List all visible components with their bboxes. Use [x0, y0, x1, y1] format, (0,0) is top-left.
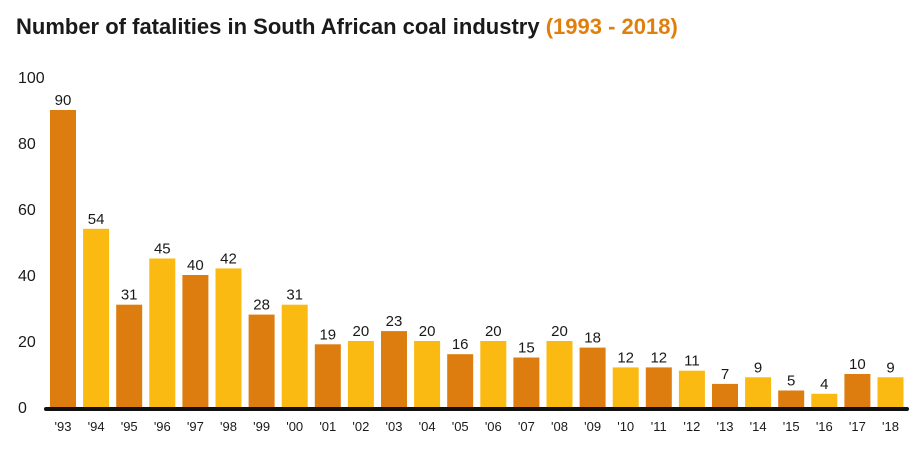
data-label: 5 — [787, 373, 795, 390]
bar — [678, 370, 705, 407]
bar — [513, 357, 540, 407]
x-tick-label: '06 — [485, 419, 502, 434]
x-tick-label: '01 — [319, 419, 336, 434]
x-tick-label: '02 — [352, 419, 369, 434]
bar — [248, 314, 275, 407]
x-tick-label: '94 — [88, 419, 105, 434]
data-label: 40 — [187, 257, 204, 274]
data-label: 15 — [518, 340, 535, 357]
bar — [281, 304, 308, 407]
bar — [712, 383, 738, 407]
bar — [149, 258, 176, 407]
x-tick-label: '08 — [551, 419, 568, 434]
data-label: 4 — [820, 376, 828, 393]
bar — [844, 374, 871, 407]
x-tick-label: '07 — [518, 419, 535, 434]
x-tick-label: '09 — [584, 419, 601, 434]
data-label: 20 — [485, 323, 502, 340]
data-label: 20 — [551, 323, 568, 340]
y-tick-label: 60 — [18, 202, 36, 219]
bar — [447, 354, 474, 407]
chart-title-main: Number of fatalities in South African co… — [16, 14, 540, 39]
bar — [877, 377, 904, 407]
x-tick-label: '98 — [220, 419, 237, 434]
data-label: 9 — [754, 359, 762, 376]
chart-title-range: (1993 - 2018) — [545, 14, 678, 39]
data-label: 12 — [650, 349, 667, 366]
y-tick-label: 100 — [18, 70, 45, 87]
y-tick-label: 0 — [18, 400, 27, 417]
y-tick-label: 40 — [18, 268, 36, 285]
bar — [579, 347, 606, 407]
x-tick-label: '96 — [154, 419, 171, 434]
bar — [745, 377, 772, 407]
bar — [83, 228, 110, 407]
x-tick-label: '00 — [286, 419, 303, 434]
data-label: 20 — [419, 323, 436, 340]
bar — [778, 390, 805, 407]
data-label: 28 — [253, 297, 270, 314]
data-label: 9 — [886, 359, 894, 376]
x-tick-label: '93 — [55, 419, 72, 434]
chart-title: Number of fatalities in South African co… — [16, 14, 678, 40]
x-tick-label: '15 — [783, 419, 800, 434]
x-tick-label: '04 — [419, 419, 436, 434]
data-label: 45 — [154, 241, 171, 258]
x-tick-label: '17 — [849, 419, 866, 434]
data-label: 11 — [684, 353, 700, 370]
x-tick-label: '16 — [816, 419, 833, 434]
bar — [612, 367, 639, 407]
bar — [546, 341, 573, 407]
data-label: 20 — [353, 323, 370, 340]
bar — [215, 268, 242, 407]
bar — [182, 275, 209, 407]
bar — [811, 393, 838, 407]
bar — [116, 304, 143, 407]
bar — [414, 341, 441, 407]
x-tick-label: '99 — [253, 419, 270, 434]
x-tick-label: '05 — [452, 419, 469, 434]
data-label: 31 — [121, 287, 138, 304]
data-label: 90 — [55, 92, 72, 109]
data-label: 31 — [286, 287, 303, 304]
bar — [347, 341, 374, 407]
bar — [314, 344, 341, 407]
data-label: 12 — [617, 349, 634, 366]
x-tick-label: '97 — [187, 419, 204, 434]
x-tick-label: '03 — [386, 419, 403, 434]
y-tick-label: 80 — [18, 136, 36, 153]
x-tick-label: '95 — [121, 419, 138, 434]
x-tick-label: '14 — [750, 419, 767, 434]
data-label: 7 — [721, 366, 729, 383]
data-label: 16 — [452, 336, 469, 353]
bar — [381, 331, 407, 407]
bar — [50, 110, 76, 407]
data-label: 10 — [849, 356, 866, 373]
x-tick-label: '10 — [617, 419, 634, 434]
data-label: 19 — [319, 326, 336, 343]
y-tick-label: 20 — [18, 334, 36, 351]
x-tick-label: '12 — [683, 419, 700, 434]
bar — [645, 367, 672, 407]
bar — [480, 341, 507, 407]
data-label: 23 — [386, 313, 403, 330]
x-tick-label: '11 — [651, 419, 667, 434]
x-tick-label: '18 — [882, 419, 899, 434]
data-label: 18 — [584, 330, 601, 347]
data-label: 42 — [220, 250, 237, 267]
x-tick-label: '13 — [717, 419, 734, 434]
data-label: 54 — [88, 211, 105, 228]
